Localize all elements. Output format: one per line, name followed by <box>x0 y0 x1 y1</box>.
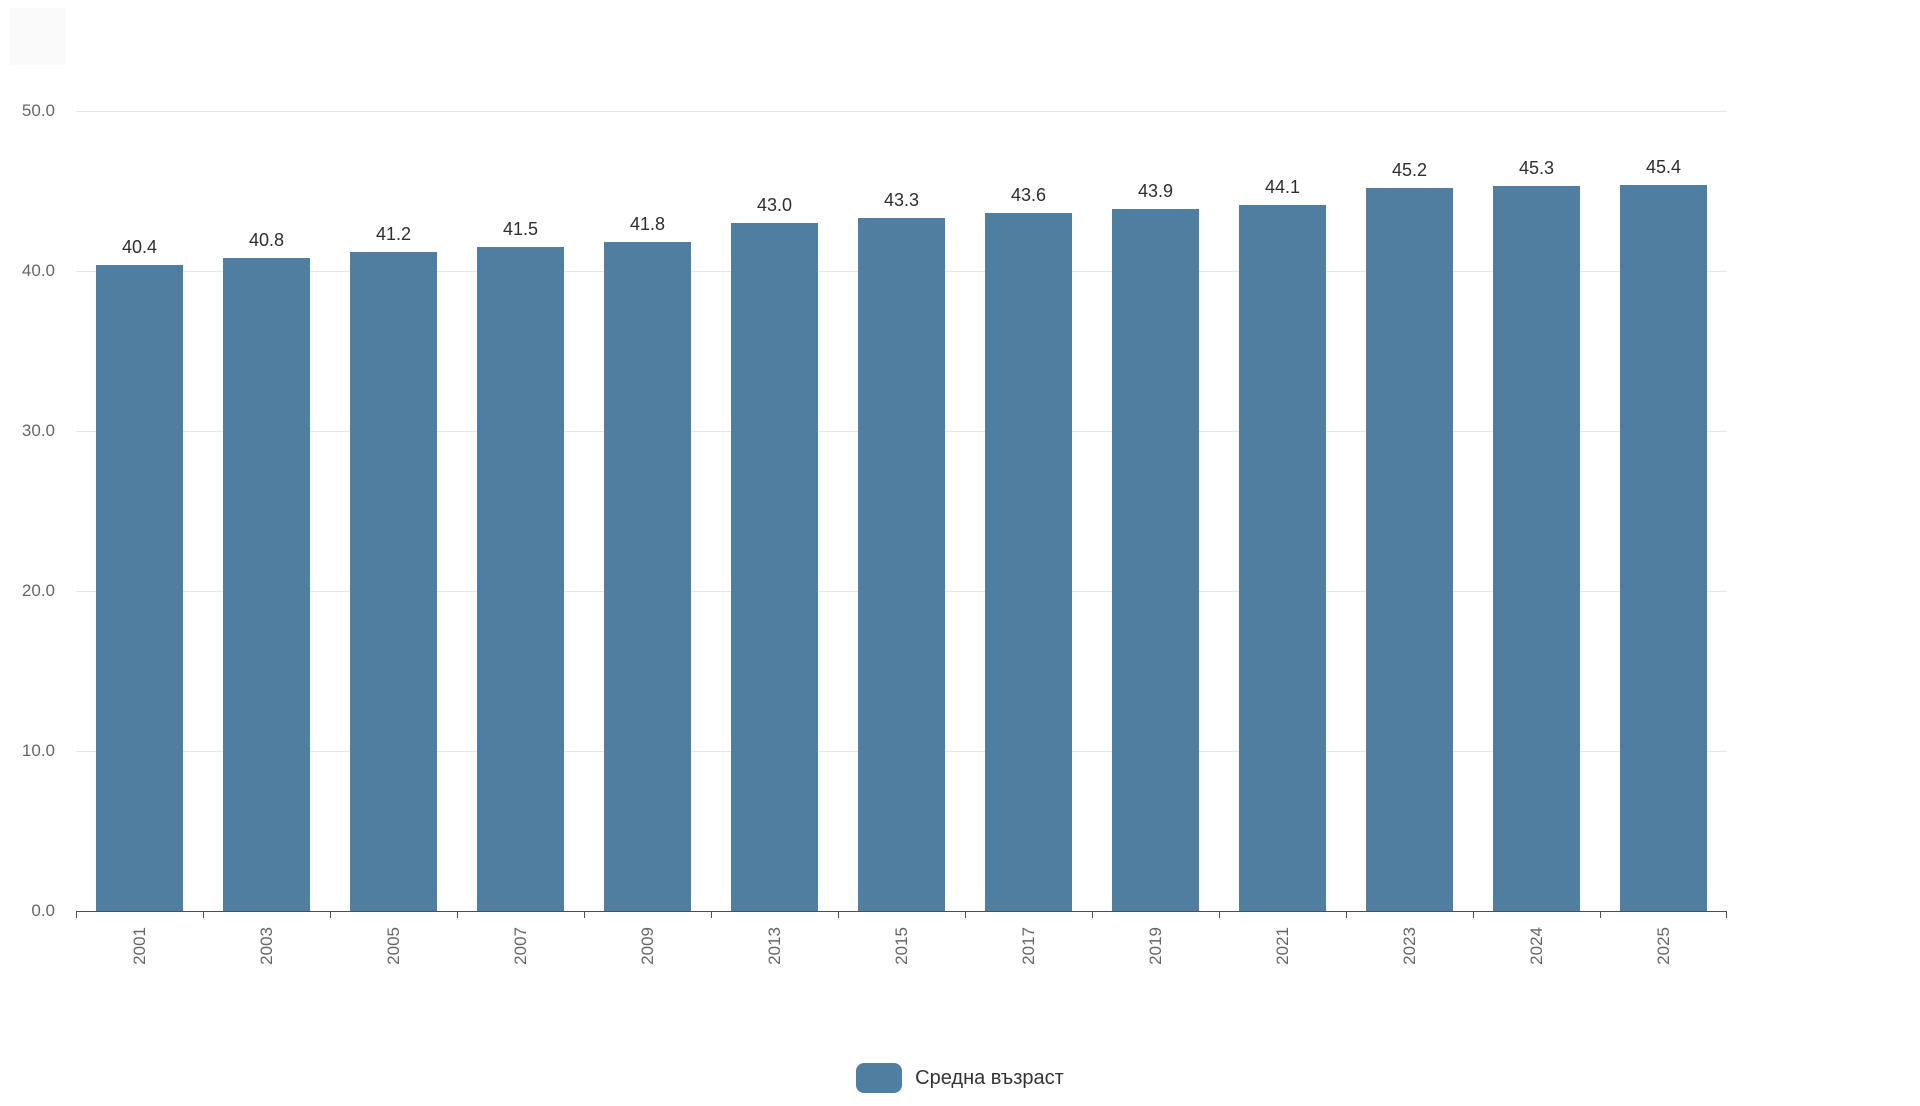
x-axis-tick-mark <box>711 912 712 918</box>
bar-value-label: 43.6 <box>1010 185 1047 206</box>
bar-slot: 43.3 <box>838 111 965 911</box>
bar[interactable] <box>1620 184 1707 911</box>
legend: Средна възраст <box>0 1053 1920 1103</box>
bar-value-label: 43.3 <box>883 190 920 211</box>
bar[interactable] <box>731 223 818 911</box>
x-label-slot: 2007 <box>457 927 584 965</box>
x-axis-tick-label: 2015 <box>891 927 911 965</box>
x-axis-tick-mark <box>1091 912 1093 918</box>
x-label-slot: 2001 <box>76 927 203 965</box>
bar-slot: 43.6 <box>965 111 1092 911</box>
bar-slot: 43.0 <box>711 111 838 911</box>
bar-slot: 44.1 <box>1219 111 1346 911</box>
x-label-slot: 2003 <box>203 927 330 965</box>
bars-container: 40.4 40.8 41.2 41.5 41.8 43.0 43.3 43.6 43.9 44.1… <box>76 111 1727 911</box>
x-axis-tick-label: 2007 <box>510 927 530 965</box>
bar-value-label: 45.2 <box>1391 159 1428 180</box>
y-axis-tick-label: 0.0 <box>31 901 55 920</box>
x-label-slot: 2021 <box>1219 927 1346 965</box>
x-label-slot: 2023 <box>1346 927 1473 965</box>
x-label-slot: 2017 <box>965 927 1092 965</box>
x-axis-tick-label: 2017 <box>1018 927 1038 965</box>
x-axis-tick-label: 2003 <box>256 927 276 965</box>
x-axis-labels: 2001 2003 2005 2007 2009 2013 2015 2017 2019 2021… <box>76 927 1727 965</box>
plot-area: 0.0 10.0 20.0 30.0 40.0 50.0 40.4 40.8 41.2 41.5… <box>22 101 1727 965</box>
bar-slot: 45.2 <box>1346 111 1473 911</box>
x-axis-tick-label: 2005 <box>383 927 403 965</box>
bar-value-label: 45.3 <box>1518 158 1555 179</box>
x-axis-tick-label: 2009 <box>637 927 657 965</box>
bar[interactable] <box>1366 187 1453 911</box>
bar-value-label: 40.4 <box>121 236 158 257</box>
bar[interactable] <box>604 242 691 911</box>
x-axis-tick-mark <box>583 912 585 918</box>
x-axis-tick-mark <box>329 912 331 918</box>
bar[interactable] <box>858 218 945 911</box>
bar[interactable] <box>1239 205 1326 911</box>
x-axis-tick-label: 2025 <box>1653 927 1673 965</box>
x-label-slot: 2024 <box>1473 927 1600 965</box>
bar-slot: 41.5 <box>457 111 584 911</box>
x-axis-tick-mark <box>838 912 839 918</box>
x-axis-tick-mark <box>76 912 77 918</box>
y-axis-tick-label: 50.0 <box>21 101 55 120</box>
bar[interactable] <box>477 247 564 911</box>
legend-swatch-icon <box>856 1063 903 1093</box>
x-axis-tick-label: 2024 <box>1526 927 1546 965</box>
x-axis-tick-mark <box>202 912 204 918</box>
x-label-slot: 2013 <box>711 927 838 965</box>
gridline <box>76 111 1727 112</box>
x-label-slot: 2005 <box>330 927 457 965</box>
bar-value-label: 43.0 <box>756 195 793 215</box>
bar-value-label: 43.9 <box>1137 180 1174 201</box>
x-axis-tick-mark <box>964 912 966 918</box>
x-label-slot: 2019 <box>1092 927 1219 965</box>
faint-watermark <box>10 8 66 65</box>
x-axis-tick-mark <box>1473 912 1474 918</box>
x-axis-tick-label: 2013 <box>764 927 784 965</box>
bar[interactable] <box>1493 186 1580 911</box>
bar-slot: 43.9 <box>1092 111 1219 911</box>
bar-slot: 45.4 <box>1600 111 1727 911</box>
bar[interactable] <box>350 251 437 911</box>
legend-item[interactable]: Средна възраст <box>856 1063 1064 1093</box>
bar[interactable] <box>1112 208 1199 911</box>
x-label-slot: 2009 <box>584 927 711 965</box>
x-axis-tick-label: 2001 <box>129 927 149 965</box>
x-axis-tick-mark <box>1726 912 1727 918</box>
x-axis-tick-mark <box>1600 912 1601 918</box>
bar-value-label: 40.8 <box>248 230 285 251</box>
y-axis-tick-label: 20.0 <box>21 581 55 600</box>
x-axis-tick-label: 2023 <box>1399 927 1419 965</box>
bar-value-label: 41.2 <box>375 223 412 244</box>
x-label-slot: 2015 <box>838 927 965 965</box>
bar-value-label: 44.1 <box>1264 177 1301 198</box>
bar-slot: 41.8 <box>584 111 711 911</box>
bar[interactable] <box>96 264 183 911</box>
x-axis-tick-mark <box>457 912 458 918</box>
bar-value-label: 41.5 <box>502 219 539 239</box>
y-axis-tick-label: 30.0 <box>21 421 55 440</box>
bar-slot: 41.2 <box>330 111 457 911</box>
bar-slot: 40.8 <box>203 111 330 911</box>
x-axis-tick-mark <box>1346 912 1347 918</box>
x-axis-tick-label: 2019 <box>1145 927 1165 965</box>
bar-slot: 40.4 <box>76 111 203 911</box>
y-axis-tick-label: 10.0 <box>21 741 55 760</box>
bar-value-label: 41.8 <box>629 214 666 235</box>
bar-value-label: 45.4 <box>1645 156 1682 177</box>
legend-label: Средна възраст <box>915 1066 1064 1089</box>
x-axis-tick-label: 2021 <box>1272 927 1292 965</box>
bar-slot: 45.3 <box>1473 111 1600 911</box>
y-axis-tick-label: 40.0 <box>21 261 55 280</box>
x-axis-line <box>76 911 1727 912</box>
x-label-slot: 2025 <box>1600 927 1727 965</box>
x-axis-tick-mark <box>1218 912 1220 918</box>
bar[interactable] <box>223 258 310 911</box>
bar[interactable] <box>985 213 1072 911</box>
